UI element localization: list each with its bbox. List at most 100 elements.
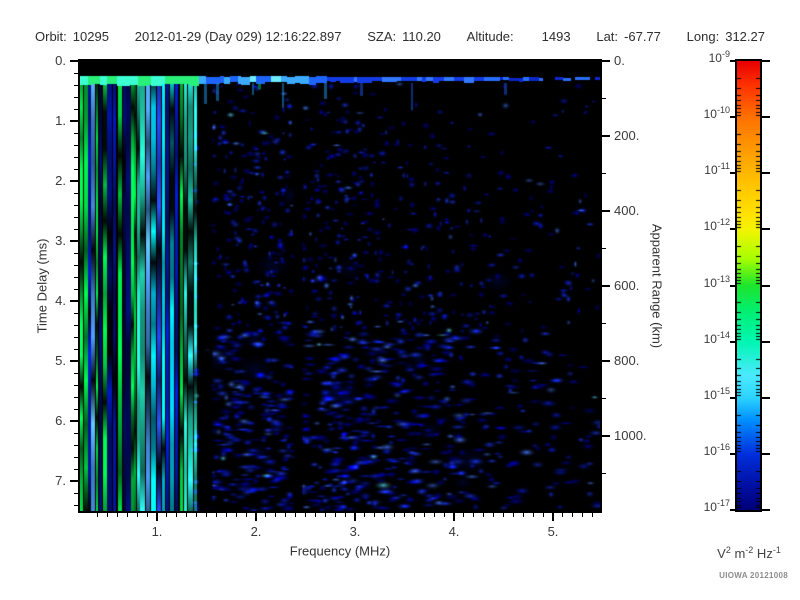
colorbar-major-tick-left — [730, 396, 735, 399]
x-axis-minor-tick — [572, 513, 574, 517]
y-axis-minor-tick — [74, 264, 78, 266]
colorbar-major-tick-left — [730, 116, 735, 119]
x-axis-minor-tick — [582, 513, 584, 517]
colorbar-tick-label: 10-16 — [703, 441, 730, 458]
x-axis-minor-tick — [305, 513, 306, 517]
y-axis-minor-tick — [74, 456, 78, 458]
y-axis-minor-tick — [74, 324, 78, 326]
colorbar-major-tick-right — [762, 116, 770, 119]
y-axis-minor-tick — [74, 468, 78, 470]
datetime-field: 2012-01-29 (Day 029) 12:16:22.897 — [134, 29, 342, 44]
orbit-value: 10295 — [72, 29, 109, 44]
lat-value: -67.77 — [624, 29, 661, 44]
x-axis-minor-tick — [97, 513, 99, 517]
y2-axis-tick-label: 1000. — [614, 428, 647, 443]
y-axis-minor-tick — [74, 444, 78, 446]
colorbar-canvas — [737, 61, 760, 510]
altitude-field: Altitude: 1493 — [467, 29, 571, 44]
y-axis-minor-tick — [74, 96, 78, 98]
y-axis-minor-tick — [74, 156, 78, 158]
y-axis-minor-tick — [74, 132, 78, 134]
x-axis-minor-tick — [206, 513, 207, 517]
x-axis-minor-tick — [146, 513, 148, 517]
x-axis-minor-tick — [503, 513, 504, 517]
y-axis-major-tick — [70, 300, 78, 302]
colorbar-major-tick-left — [730, 60, 735, 62]
y2-axis-major-tick — [602, 135, 610, 137]
y-axis-major-tick — [70, 120, 78, 122]
y-axis-major-tick — [70, 480, 78, 482]
y-axis-minor-tick — [74, 192, 78, 194]
y2-axis-tick-label: 400. — [614, 203, 640, 218]
y-axis-major-tick — [70, 360, 78, 362]
colorbar-tick-label: 10-10 — [703, 105, 730, 122]
sza-field: SZA: 110.20 — [367, 29, 441, 44]
colorbar-tick-label: 10-12 — [703, 217, 730, 234]
x-axis-minor-tick — [384, 513, 386, 517]
x-axis-minor-tick — [116, 513, 118, 517]
lat-field: Lat: -67.77 — [596, 29, 661, 44]
y-axis-minor-tick — [74, 408, 78, 410]
y-axis-tick-label: 3. — [55, 233, 66, 248]
colorbar-tick-label: 10-9 — [708, 49, 730, 65]
x-axis-minor-tick — [196, 513, 198, 517]
long-label: Long: — [686, 29, 720, 44]
colorbar-tick-label: 10-14 — [703, 329, 730, 346]
colorbar-major-tick-right — [762, 172, 770, 175]
y-axis-minor-tick — [74, 108, 78, 110]
x-axis-minor-tick — [225, 513, 227, 517]
y2-axis-minor-tick — [602, 98, 606, 99]
y-axis-minor-tick — [74, 216, 78, 218]
y-axis-minor-tick — [74, 144, 78, 146]
colorbar-major-tick-left — [730, 284, 735, 287]
x-axis-minor-tick — [166, 513, 168, 517]
altitude-value: 1493 — [541, 29, 571, 44]
colorbar-major-tick-left — [730, 340, 735, 343]
credit-text: UIOWA 20121008 — [719, 571, 788, 580]
spectrogram-canvas — [80, 61, 600, 511]
x-axis-major-tick — [255, 513, 257, 521]
colorbar-major-tick-right — [762, 340, 770, 343]
colorbar-major-tick-right — [762, 452, 770, 455]
y-axis-minor-tick — [74, 168, 78, 170]
y-axis-tick-label: 4. — [55, 293, 66, 308]
colorbar-unit-label: V2 m-2 Hz-1 — [717, 544, 781, 562]
x-axis-minor-tick — [542, 513, 544, 517]
x-axis-minor-tick — [364, 513, 366, 517]
y-axis-minor-tick — [74, 84, 78, 86]
x-axis-minor-tick — [423, 513, 425, 517]
x-axis-tick-label: 3. — [349, 524, 361, 539]
x-axis-minor-tick — [443, 513, 445, 517]
colorbar-major-tick-left — [730, 172, 735, 175]
y-axis-major-tick — [70, 420, 78, 422]
colorbar-major-tick-right — [762, 396, 770, 399]
sza-value: 110.20 — [402, 29, 441, 44]
x-axis-minor-tick — [512, 513, 514, 517]
y2-axis-major-tick — [602, 435, 610, 437]
colorbar-tick-label: 10-11 — [704, 161, 730, 178]
x-axis-minor-tick — [176, 513, 178, 517]
colorbar-major-tick-right — [762, 228, 770, 231]
y2-axis-tick-label: 800. — [614, 353, 640, 368]
y-axis-major-tick — [70, 180, 78, 182]
y-axis-major-tick — [70, 60, 78, 62]
y-axis-minor-tick — [74, 396, 78, 398]
colorbar-major-tick-right — [762, 284, 770, 287]
y2-axis-tick-label: 0. — [614, 53, 625, 68]
x-axis-minor-tick — [413, 513, 415, 517]
y-axis-minor-tick — [74, 252, 78, 254]
y-axis-minor-tick — [74, 372, 78, 374]
altitude-label: Altitude: — [466, 29, 514, 44]
y-axis-minor-tick — [74, 228, 78, 230]
y-axis-tick-label: 6. — [55, 413, 66, 428]
y2-axis-major-tick — [602, 60, 610, 62]
y-axis-minor-tick — [74, 504, 78, 506]
y2-axis-minor-tick — [602, 248, 606, 249]
y2-axis-major-tick — [602, 210, 610, 212]
x-axis-minor-tick — [463, 513, 465, 517]
x-axis-minor-tick — [295, 513, 297, 517]
x-axis-minor-tick — [592, 513, 594, 517]
y-axis-minor-tick — [74, 288, 78, 290]
y-axis-minor-tick — [74, 336, 78, 338]
x-axis-minor-tick — [136, 513, 138, 517]
